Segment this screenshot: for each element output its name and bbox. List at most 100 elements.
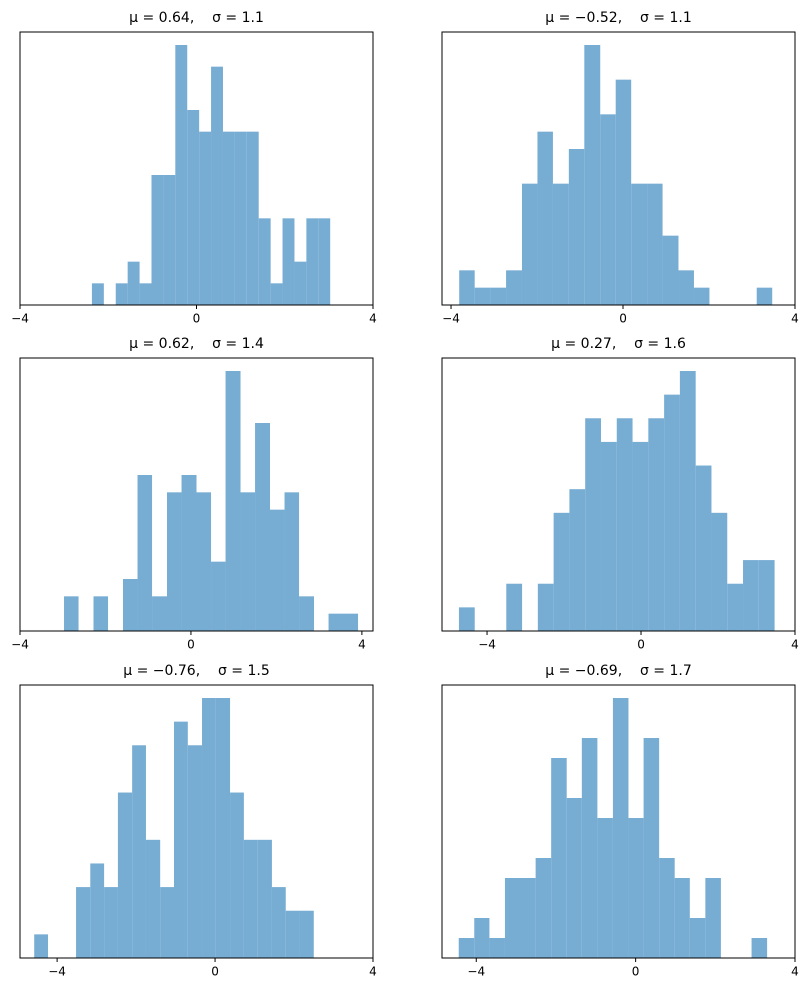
bar (243, 839, 258, 958)
bar (202, 698, 216, 958)
bar (91, 283, 104, 305)
bar (187, 745, 203, 958)
bar (566, 798, 582, 958)
bar (504, 878, 521, 958)
bar (553, 512, 570, 631)
axes-frame (441, 31, 796, 306)
bar (678, 270, 694, 305)
bar (474, 287, 491, 305)
bar (537, 583, 554, 631)
x-tick-label: 4 (791, 965, 799, 979)
bar (246, 131, 259, 305)
bar (328, 613, 344, 631)
x-tick-label: 0 (619, 312, 627, 326)
x-tick-label: 0 (193, 312, 201, 326)
bar (173, 721, 188, 958)
x-tick-label: 4 (791, 312, 799, 326)
bar (318, 218, 331, 305)
bar (643, 738, 660, 958)
bar (458, 938, 475, 958)
x-tick-label: 4 (369, 965, 377, 979)
bar (711, 512, 728, 631)
bar (258, 218, 271, 305)
bar (581, 738, 598, 958)
bar (569, 489, 586, 631)
bar (255, 423, 271, 631)
bar (282, 218, 295, 305)
x-tick-label: −4 (11, 638, 29, 652)
panel-title: μ = −0.69, σ = 1.7 (545, 663, 691, 679)
bar (600, 441, 617, 631)
bar (343, 613, 359, 631)
bar (270, 283, 283, 305)
bar (612, 698, 629, 958)
bar (458, 607, 475, 631)
bar (271, 887, 286, 958)
bar (679, 371, 696, 631)
x-tick-label: 0 (632, 965, 640, 979)
bar (743, 560, 759, 631)
x-tick-label: −4 (478, 638, 496, 652)
bar (506, 583, 523, 631)
bar (34, 934, 49, 958)
bar (584, 45, 601, 305)
bar (615, 79, 632, 306)
bar (459, 270, 475, 305)
bar (139, 283, 152, 305)
bar (211, 66, 223, 306)
bar (521, 183, 538, 305)
bar (211, 561, 226, 631)
bar (175, 45, 188, 305)
axes-frame (441, 357, 796, 632)
bar (751, 938, 768, 958)
bar (230, 792, 244, 958)
bar (285, 910, 300, 958)
bar (756, 287, 773, 305)
bar (631, 183, 648, 305)
bar (299, 596, 315, 631)
x-tick-label: 0 (211, 965, 219, 979)
x-tick-label: −4 (467, 965, 485, 979)
panel-title: μ = 0.27, σ = 1.6 (551, 336, 686, 352)
bar (674, 878, 690, 958)
bar (145, 839, 161, 958)
bar (489, 938, 505, 958)
bar (127, 261, 140, 305)
panel-title: μ = 0.64, σ = 1.1 (129, 10, 264, 26)
bar (64, 596, 79, 631)
bar (93, 596, 109, 631)
panel-title: μ = 0.62, σ = 1.4 (129, 336, 264, 352)
bar (117, 792, 133, 958)
axes-frame (441, 684, 796, 959)
bar (104, 887, 118, 958)
bar (628, 818, 644, 958)
bar (689, 918, 706, 958)
bar (662, 235, 679, 305)
bar (160, 887, 174, 958)
bar (187, 110, 200, 305)
bar (215, 698, 231, 958)
bar (535, 858, 552, 958)
bar (199, 131, 212, 305)
panel-title: μ = −0.76, σ = 1.5 (123, 663, 269, 679)
bar (490, 287, 507, 305)
bar (132, 745, 146, 958)
bar (506, 270, 522, 305)
bar (234, 131, 247, 305)
bar (705, 878, 721, 958)
bar (664, 394, 680, 631)
bar (474, 918, 490, 958)
bar (552, 183, 569, 305)
bar (163, 175, 176, 305)
bar (647, 183, 663, 305)
bar (299, 910, 314, 958)
bar (257, 839, 272, 958)
bar (222, 131, 235, 305)
panel-title: μ = −0.52, σ = 1.1 (545, 10, 691, 26)
bar (648, 418, 665, 631)
bar (90, 863, 105, 958)
bar (196, 492, 212, 631)
bar (167, 492, 182, 631)
bar (270, 509, 285, 631)
